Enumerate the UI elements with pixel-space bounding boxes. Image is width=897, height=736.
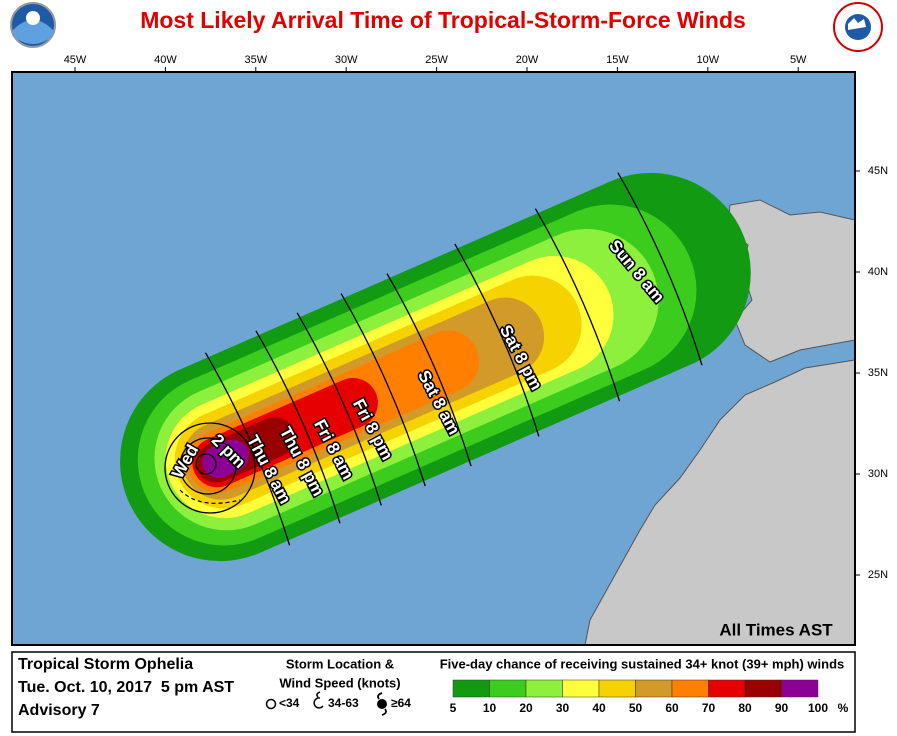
scale-swatch [708,679,746,698]
storm-key-item: <34 [279,696,300,710]
time-contour [340,293,426,487]
scale-title: Five-day chance of receiving sustained 3… [440,656,845,671]
lon-label: 25W [425,54,448,66]
scale-swatch [781,679,819,698]
scale-label: 80 [738,701,752,715]
storm-track [164,422,256,514]
advisory-date: Tue. Oct. 10, 2017 5 pm AST [18,679,234,696]
color-scale: 5 10 20 30 40 50 60 70 80 90 100% [450,679,849,715]
scale-label: 20 [519,701,533,715]
scale-label: 60 [665,701,679,715]
nws-logo [833,2,883,52]
time-contour [617,172,703,366]
noaa-logo [10,2,56,48]
lon-label: 10W [696,54,719,66]
scale-swatch [489,679,527,698]
time-contour [204,352,291,546]
storm-key-title: Wind Speed (knots) [279,675,400,690]
storm-key-item: 34-63 [328,696,359,710]
swath-band [202,439,249,478]
advisory-number: Advisory 7 [18,702,100,719]
lon-label: 15W [606,54,629,66]
scale-label: 90 [775,701,789,715]
legend-panel [11,651,856,733]
lon-label: 45W [64,54,87,66]
time-contour [534,208,621,402]
scale-swatch [562,679,600,698]
scale-swatch [452,679,490,698]
storm-key-item: ≥64 [391,696,411,710]
scale-swatch [744,679,782,698]
time-contour [296,312,382,506]
scale-label: 5 [450,701,457,715]
title: Most Likely Arrival Time of Tropical-Sto… [140,7,746,33]
scale-label: 100 [808,701,828,715]
time-contour [454,243,540,437]
scale-unit: % [838,701,849,715]
lat-label: 25N [868,569,888,581]
probability-swath [120,172,751,562]
scale-swatch [598,679,636,698]
scale-label: 50 [629,701,643,715]
lat-label: 30N [868,468,888,480]
scale-swatch [635,679,673,698]
time-contour [386,273,472,467]
storm-name: Tropical Storm Ophelia [18,656,193,673]
africa [584,359,855,645]
lon-label: 40W [154,54,177,66]
lon-label: 35W [244,54,267,66]
time-contour [255,330,341,524]
lat-label: 45N [868,165,888,177]
scale-swatch [671,679,709,698]
lon-label: 30W [335,54,358,66]
scale-label: 10 [483,701,497,715]
lat-label: 40N [868,266,888,278]
storm-key-title: Storm Location & [286,656,394,671]
lon-label: 20W [516,54,539,66]
lon-label: 5W [790,54,807,66]
scale-label: 40 [592,701,606,715]
scale-label: 70 [702,701,716,715]
note: All Times AST [719,620,833,639]
scale-swatch [525,679,563,698]
map-frame [11,71,856,646]
lat-label: 35N [868,367,888,379]
scale-label: 30 [556,701,570,715]
storm-key-icons [265,691,387,716]
